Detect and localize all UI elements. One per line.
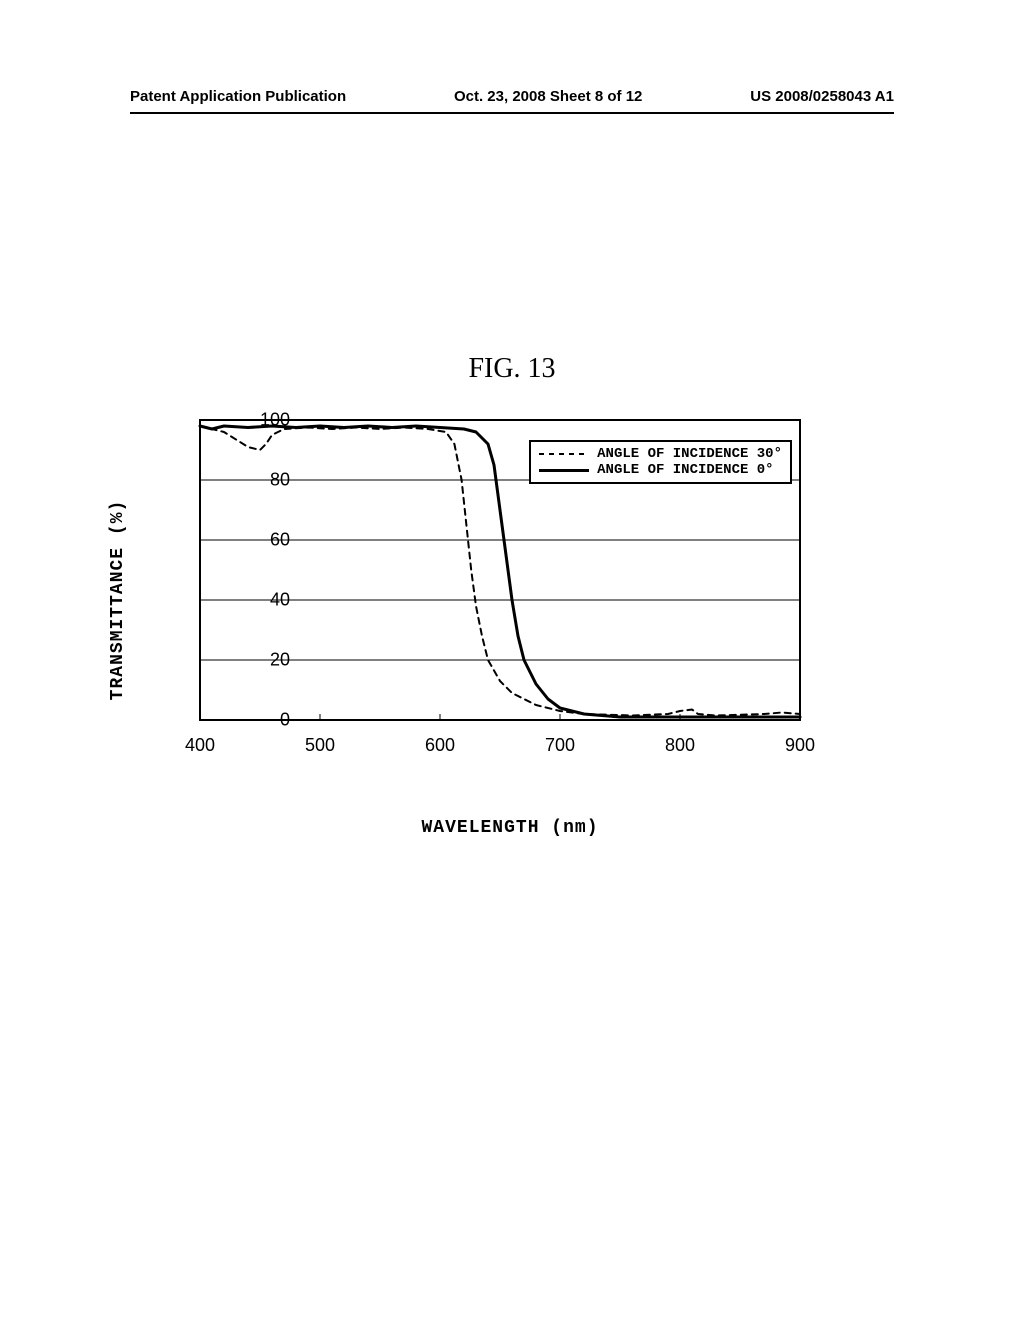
ytick-label: 20	[250, 650, 290, 671]
legend-item-0: ANGLE OF INCIDENCE 0°	[539, 462, 782, 478]
chart-container: TRANSMITTANCE (%) WAVELENGTH (nm) ANGLE …	[100, 410, 920, 790]
header-rule	[130, 112, 894, 114]
legend-label-30: ANGLE OF INCIDENCE 30°	[597, 446, 782, 462]
plot-area: ANGLE OF INCIDENCE 30° ANGLE OF INCIDENC…	[200, 420, 800, 720]
y-axis-label: TRANSMITTANCE (%)	[108, 500, 128, 701]
xtick-label: 600	[425, 735, 455, 756]
x-axis-label: WAVELENGTH (nm)	[421, 818, 598, 838]
ytick-label: 40	[250, 590, 290, 611]
xtick-label: 500	[305, 735, 335, 756]
header-center: Oct. 23, 2008 Sheet 8 of 12	[454, 88, 642, 105]
legend: ANGLE OF INCIDENCE 30° ANGLE OF INCIDENC…	[529, 440, 792, 484]
legend-item-30: ANGLE OF INCIDENCE 30°	[539, 446, 782, 462]
figure-title: FIG. 13	[0, 353, 1024, 385]
legend-line-solid-icon	[539, 469, 589, 472]
xtick-label: 900	[785, 735, 815, 756]
legend-line-dashed-icon	[539, 453, 589, 455]
legend-label-0: ANGLE OF INCIDENCE 0°	[597, 462, 773, 478]
xtick-label: 400	[185, 735, 215, 756]
xtick-label: 700	[545, 735, 575, 756]
header-left: Patent Application Publication	[130, 88, 346, 105]
ytick-label: 100	[250, 410, 290, 431]
ytick-label: 60	[250, 530, 290, 551]
xtick-label: 800	[665, 735, 695, 756]
header-right: US 2008/0258043 A1	[750, 88, 894, 105]
ytick-label: 80	[250, 470, 290, 491]
ytick-label: 0	[250, 710, 290, 731]
page-header: Patent Application Publication Oct. 23, …	[0, 88, 1024, 105]
